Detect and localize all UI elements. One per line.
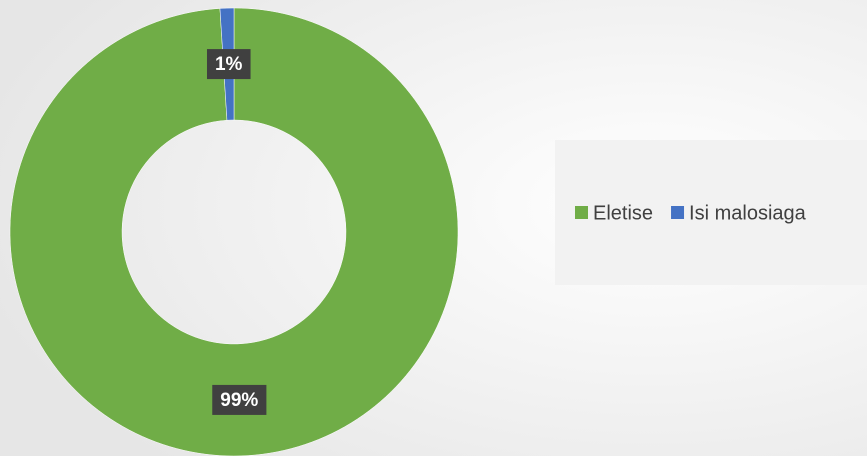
data-label: 1% [215, 54, 243, 75]
legend-swatch [575, 206, 588, 219]
donut-slice [9, 7, 459, 456]
data-label-box [212, 384, 267, 415]
legend-swatch [671, 206, 685, 219]
legend-label: Isi malosiaga [689, 202, 807, 224]
legend-box [555, 140, 867, 285]
legend-label: Eletise [593, 202, 653, 224]
data-label: 99% [220, 390, 258, 411]
data-label-box [206, 49, 251, 80]
